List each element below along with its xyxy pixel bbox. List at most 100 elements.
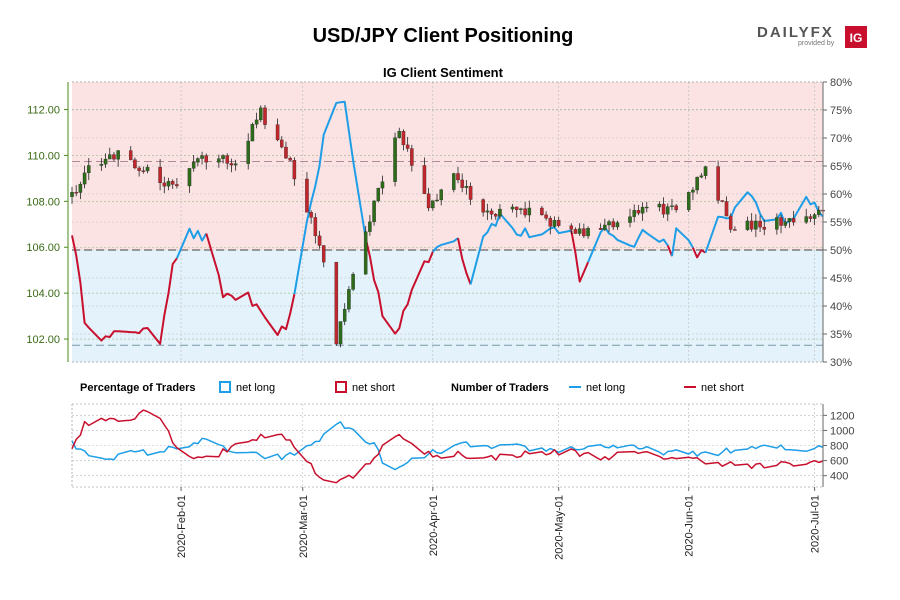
candle-body	[523, 208, 527, 216]
left-tick-label: 102.00	[26, 334, 60, 346]
sentiment-segment-short-6	[457, 237, 472, 285]
candle-body	[112, 154, 116, 160]
right-tick-label: 30%	[830, 357, 852, 369]
candle-body	[749, 220, 754, 230]
legend-swatch-pct-long	[219, 381, 231, 393]
candle-body	[334, 261, 339, 345]
candle-body	[456, 173, 460, 181]
candle-body	[569, 225, 574, 230]
main-plot-grid	[72, 81, 823, 363]
candle-body	[292, 160, 297, 180]
legend: Percentage of Traders net long net short…	[80, 381, 744, 394]
candle-body	[745, 220, 750, 230]
candle-body	[645, 206, 649, 209]
candle-body	[342, 308, 347, 322]
candle-body	[439, 189, 443, 201]
candle-body	[229, 163, 234, 166]
candle-body	[468, 186, 473, 200]
candle-body	[263, 107, 267, 125]
candle-body	[485, 210, 490, 213]
subchart-title: IG Client Sentiment	[383, 65, 504, 80]
candle-body	[699, 175, 704, 178]
candle-body	[691, 189, 695, 193]
sentiment-segment-short-0	[71, 235, 178, 345]
left-tick-label: 106.00	[26, 242, 60, 254]
candle-body	[481, 199, 485, 213]
candle-body	[250, 124, 255, 142]
candle-body	[225, 155, 229, 164]
candle-body	[288, 157, 292, 161]
candle-body	[393, 137, 397, 182]
candle-body	[137, 167, 141, 171]
candle-body	[170, 181, 175, 185]
candle-body	[321, 245, 326, 263]
sentiment-segment-long-1	[175, 227, 208, 259]
candle-body	[246, 140, 250, 164]
left-tick-label: 104.00	[26, 288, 60, 300]
candle-body	[103, 158, 108, 165]
candle-body	[70, 192, 74, 197]
candle-body	[196, 158, 200, 163]
candle-body	[808, 216, 813, 219]
right-tick-label: 60%	[830, 189, 852, 201]
candle-body	[510, 206, 515, 210]
date-tick-label: 2020-Jun-01	[684, 495, 696, 557]
date-axis: 2020-Feb-01 2020-Mar-01 2020-Apr-01 2020-Ma…	[176, 487, 822, 560]
candle-body	[191, 161, 196, 169]
candle-body	[108, 154, 112, 160]
sentiment-line	[71, 100, 824, 345]
candle-body	[380, 181, 385, 189]
candle-body	[280, 139, 284, 148]
traders-tick-label: 400	[830, 471, 848, 483]
candle-body	[598, 228, 603, 230]
candle-body	[401, 131, 406, 146]
candle-body	[82, 172, 87, 185]
left-tick-label: 112.00	[27, 105, 60, 117]
legend-label-num-short: net short	[701, 382, 744, 394]
candle-body	[733, 229, 737, 231]
traders-tick-label: 1200	[830, 410, 854, 422]
candle-body	[141, 170, 146, 172]
price-candles	[70, 104, 825, 348]
candle-body	[544, 214, 548, 219]
candle-body	[221, 155, 225, 159]
candle-body	[233, 163, 238, 166]
candle-body	[657, 203, 662, 208]
candle-body	[376, 187, 381, 202]
candle-body	[460, 179, 464, 188]
candle-body	[217, 158, 221, 163]
candle-body	[158, 166, 162, 184]
sentiment-segment-short-4	[364, 238, 434, 335]
candle-body	[636, 210, 641, 214]
candle-body	[162, 182, 167, 187]
traders-plot-axes: 400 600 800 1000 1200	[822, 404, 854, 487]
date-tick-label: 2020-Jul-01	[810, 495, 822, 553]
candle-body	[670, 205, 674, 207]
right-tick-label: 40%	[830, 301, 852, 313]
candle-body	[259, 107, 263, 121]
candle-body	[716, 166, 720, 201]
candle-body	[493, 214, 498, 217]
sentiment-segment-short-2	[205, 233, 296, 336]
sentiment-segment-long-3	[293, 100, 367, 295]
candle-body	[305, 178, 309, 213]
candle-body	[99, 164, 104, 166]
candle-body	[666, 206, 670, 215]
logo-text: DAILYFX	[757, 24, 834, 41]
legend-label-num-long: net long	[586, 382, 625, 394]
candle-body	[519, 208, 523, 210]
traders-lines	[71, 409, 824, 484]
candle-body	[116, 150, 120, 160]
right-tick-label: 70%	[830, 133, 852, 145]
candle-body	[817, 209, 821, 215]
main-plot-axes: 102.00 104.00 106.00 108.00 110.00 112.00 30% 3…	[26, 77, 852, 369]
candle-body	[703, 166, 708, 176]
date-tick-label: 2020-May-01	[554, 495, 566, 560]
sentiment-segment-long-5	[432, 237, 459, 253]
candle-body	[514, 206, 519, 210]
candle-body	[128, 150, 133, 160]
traders-tick-label: 1000	[830, 425, 854, 437]
candle-body	[410, 148, 414, 166]
candle-body	[804, 216, 808, 223]
